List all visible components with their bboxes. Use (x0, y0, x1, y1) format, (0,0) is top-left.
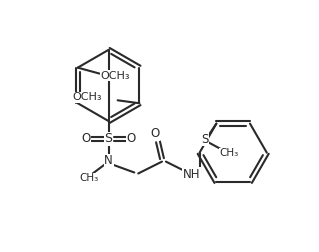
Text: S: S (201, 133, 208, 146)
Text: OCH₃: OCH₃ (72, 92, 102, 102)
Text: O: O (151, 128, 160, 140)
Text: N: N (104, 154, 113, 167)
Text: O: O (81, 132, 91, 145)
Text: NH: NH (183, 168, 200, 181)
Text: O: O (127, 132, 136, 145)
Text: CH₃: CH₃ (219, 148, 239, 158)
Text: S: S (105, 132, 113, 145)
Text: CH₃: CH₃ (79, 173, 99, 183)
Text: OCH₃: OCH₃ (100, 71, 130, 81)
